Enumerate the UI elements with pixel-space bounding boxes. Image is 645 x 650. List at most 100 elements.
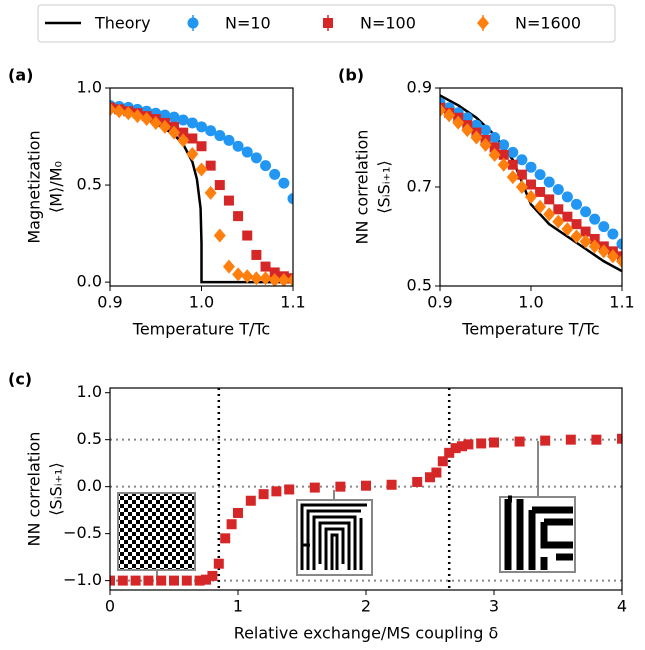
point [570,229,583,244]
point [617,251,622,262]
point [617,433,622,444]
point [130,575,141,586]
point [284,484,295,495]
inset-checker [117,492,196,580]
point [565,434,576,445]
x-axis-label: Temperature T/Tc [132,320,270,339]
point [232,140,244,152]
y-axis-label: ⟨SᵢSᵢ₊₁⟩ [375,160,394,213]
point [552,183,564,195]
point [562,211,573,222]
point [278,177,290,189]
legend-label: Theory [94,14,151,33]
y-tick-label: 1.0 [77,382,102,401]
point [488,147,501,162]
point [269,267,280,278]
point [507,146,519,158]
panel-label: (a) [8,66,33,85]
point [591,434,602,445]
point [110,575,115,586]
point [110,102,116,117]
point [553,204,564,215]
point [571,198,582,210]
point [606,249,619,264]
point [588,239,601,254]
y-tick-label: 1.0 [77,78,102,97]
point [443,108,456,123]
point [269,168,281,180]
point [260,261,271,272]
point [506,170,519,185]
point [440,103,446,118]
x-tick-label: 1.0 [518,293,543,312]
point [450,443,461,454]
point [205,125,217,137]
point [168,125,181,140]
point [437,456,448,467]
point [431,467,442,478]
y-tick-label: −1.0 [63,570,102,589]
point [250,271,263,286]
point [169,575,179,586]
y-tick-label: 0.0 [77,476,102,495]
point [242,230,253,241]
point [196,141,207,152]
y-axis-label: Magnetization [25,130,44,243]
point [361,480,371,491]
plot-area [110,388,622,590]
point [233,507,243,518]
point [543,176,555,188]
point [260,160,272,172]
point [561,191,573,203]
point [489,437,499,448]
x-tick-label: 1 [233,597,243,616]
point [232,267,245,282]
legend-label: N=100 [360,14,416,33]
x-tick-label: 0.9 [97,293,122,312]
x-tick-label: 1.0 [189,293,214,312]
x-axis-label: Temperature T/Tc [461,320,599,339]
point [250,152,262,164]
y-tick-label: 0.5 [77,175,102,194]
point [122,106,135,121]
point [589,213,601,225]
point [535,186,546,197]
point [561,222,574,237]
point [181,575,192,586]
y-axis-label: ⟨M⟩/M₀ [47,161,66,213]
y-tick-label: 0.9 [407,78,432,97]
point [140,112,153,127]
y-tick-label: 0.0 [77,272,102,291]
inset-stripes [499,441,576,573]
point [514,436,525,447]
point [177,133,190,148]
point [214,180,225,191]
point [222,259,235,274]
point [540,435,551,446]
y-axis-label: NN correlation [353,130,372,245]
point [461,123,474,138]
point [220,533,231,544]
point [195,162,208,177]
point [201,574,211,585]
point [241,146,253,158]
point [277,273,290,286]
point [158,119,171,134]
point [258,489,269,500]
point [196,121,207,133]
point [412,476,423,487]
y-tick-label: 0.7 [407,177,432,196]
point [223,134,235,146]
panel-label: (b) [338,66,364,85]
x-tick-label: 0.9 [427,293,452,312]
point [214,130,226,142]
point [156,575,167,586]
y-axis-label: ⟨SᵢSᵢ₊₁⟩ [47,462,66,515]
x-tick-label: 1.1 [609,293,634,312]
point [498,139,510,151]
point [131,109,144,124]
point [287,193,293,205]
point [544,194,555,205]
point [579,234,592,249]
